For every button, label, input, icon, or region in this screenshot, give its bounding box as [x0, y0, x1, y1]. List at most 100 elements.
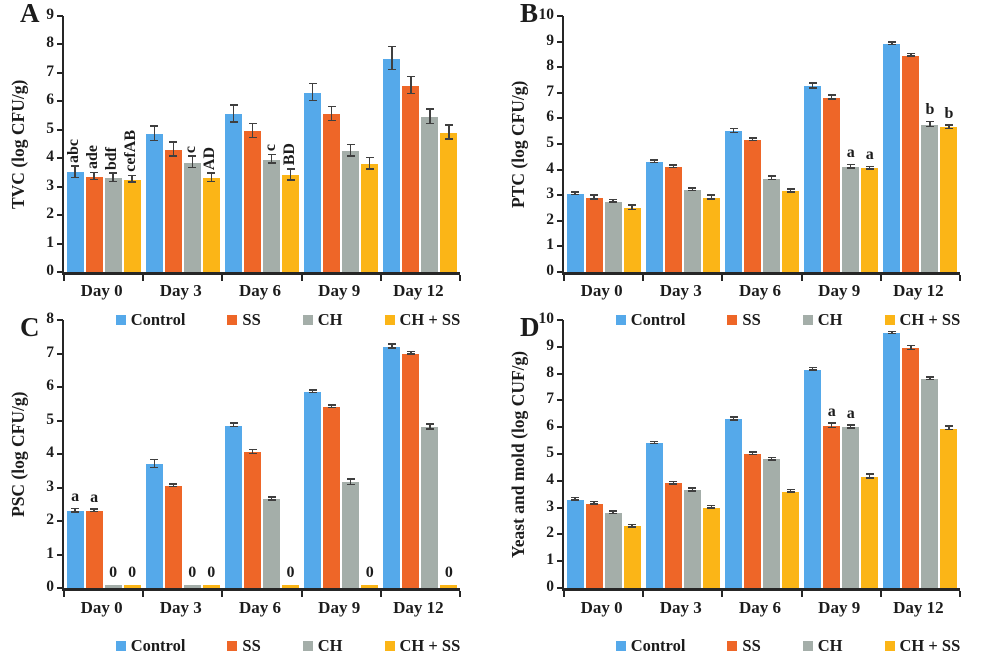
x-category-label: Day 0 — [80, 281, 123, 300]
error-bar-cap — [346, 143, 355, 146]
bar-ch-ss-day-3 — [202, 178, 220, 272]
y-tick-mark — [57, 100, 63, 103]
y-tick-mark — [57, 386, 63, 388]
y-tick-label: 10 — [538, 310, 555, 327]
x-tick-mark — [879, 591, 882, 597]
error-bar-cap — [286, 179, 295, 181]
error-bar-cap — [748, 451, 757, 453]
error-bar-cap — [308, 389, 317, 391]
y-tick-label: 10 — [538, 6, 555, 23]
error-bar-cap — [406, 75, 415, 78]
error-bar-cap — [229, 422, 238, 424]
bar-ss-day-12 — [402, 85, 420, 272]
bar-ch-day-0 — [604, 512, 622, 588]
y-tick-mark — [557, 345, 563, 348]
bar-ch-ss-day-6 — [282, 175, 299, 272]
error-bar-cap — [169, 485, 178, 488]
error-bar-cap — [808, 87, 817, 89]
x-tick-mark — [721, 275, 724, 281]
error-bar-cap — [846, 424, 855, 426]
y-tick-mark — [557, 506, 563, 509]
error-bar-cap — [628, 523, 637, 526]
y-tick-mark — [557, 426, 563, 429]
error-bar — [311, 84, 314, 102]
bar-ch-ss-day-3 — [202, 585, 220, 588]
error-bar-cap — [346, 155, 355, 157]
error-bar-cap — [425, 122, 434, 125]
error-bar — [93, 173, 95, 181]
error-bar-cap — [628, 526, 637, 528]
legend-item-ss: SS — [727, 636, 761, 656]
legend-swatch-icon — [884, 641, 895, 651]
error-bar — [830, 95, 833, 100]
legend-item-control: Control — [615, 636, 685, 656]
y-tick-label: 6 — [46, 377, 54, 394]
y-axis-title: PTC (log CFU/g) — [508, 80, 528, 208]
error-bar-cap — [267, 499, 276, 501]
y-tick-label: 1 — [546, 236, 554, 254]
error-bar — [251, 450, 254, 455]
bar-ss-day-0 — [585, 503, 603, 588]
y-tick-mark — [557, 479, 563, 482]
bar-control-day-6 — [725, 419, 742, 588]
y-tick-mark — [557, 143, 563, 145]
significance-label: abc — [65, 138, 83, 163]
error-bar-cap — [90, 510, 99, 513]
bar-ch-day-9 — [842, 167, 860, 272]
legend-swatch-icon — [384, 641, 395, 651]
bar-ss-day-6 — [744, 454, 761, 588]
bar-ch-day-6 — [263, 159, 280, 272]
y-axis-title: TVC (log CFU/g) — [8, 79, 28, 209]
bar-control-day-3 — [645, 443, 663, 588]
error-bar-cap — [688, 490, 697, 492]
error-bar-cap — [128, 174, 137, 177]
bar-ch-ss-day-9 — [861, 476, 879, 588]
error-bar-cap — [267, 153, 276, 156]
plot-area: abc ade bdf cefAB c AD c BD — [57, 15, 461, 281]
x-category-label: Day 9 — [818, 281, 861, 300]
error-bar — [868, 474, 871, 479]
error-bar — [732, 417, 735, 421]
x-axis-labels: Day 0 Day 3 Day 6 Day 9 Day 12 — [62, 598, 458, 620]
error-bar-cap — [207, 180, 216, 183]
legend-label: CH + SS — [399, 310, 461, 329]
bar-ch-day-3 — [183, 585, 201, 588]
error-bar-cap — [767, 178, 776, 181]
error-bar-cap — [688, 189, 697, 192]
y-tick-label: 0 — [546, 262, 554, 279]
y-tick-mark — [57, 71, 63, 74]
bar-ch-day-12 — [921, 378, 939, 588]
error-bar-cap — [308, 391, 317, 394]
error-bar-cap — [906, 344, 915, 346]
error-bar-cap — [346, 478, 355, 480]
y-tick-label: 0 — [46, 262, 54, 279]
bar-ss-day-9 — [323, 407, 341, 588]
error-bar-cap — [327, 406, 336, 409]
y-tick-mark — [57, 214, 63, 217]
legend-item-control: Control — [115, 310, 185, 330]
bar-ch-ss-day-12 — [440, 585, 458, 588]
y-tick-mark — [557, 66, 563, 69]
error-bar-cap — [729, 131, 738, 134]
legend-item-ch: CH — [802, 636, 843, 656]
error-bar-cap — [707, 507, 716, 509]
significance-label: 0 — [128, 564, 137, 582]
bar-ch-day-3 — [183, 162, 201, 272]
legend-label: SS — [242, 310, 261, 329]
bar-control-day-3 — [145, 464, 163, 588]
y-tick-label: 2 — [46, 511, 54, 528]
y-tick-mark — [57, 128, 63, 131]
legend-item-ch-ss: CH + SS — [384, 636, 460, 656]
x-tick-mark — [642, 591, 645, 597]
error-bar-cap — [944, 428, 953, 431]
bar-ss-day-9 — [823, 425, 841, 588]
bar-ch-ss-day-0 — [623, 208, 641, 272]
y-axis-title: Yeast and mold (log CUF/g) — [508, 350, 528, 558]
bar-control-day-12 — [383, 58, 401, 272]
error-bar — [74, 509, 76, 513]
error-bar-cap — [808, 369, 817, 371]
legend-item-ch: CH — [302, 310, 343, 330]
